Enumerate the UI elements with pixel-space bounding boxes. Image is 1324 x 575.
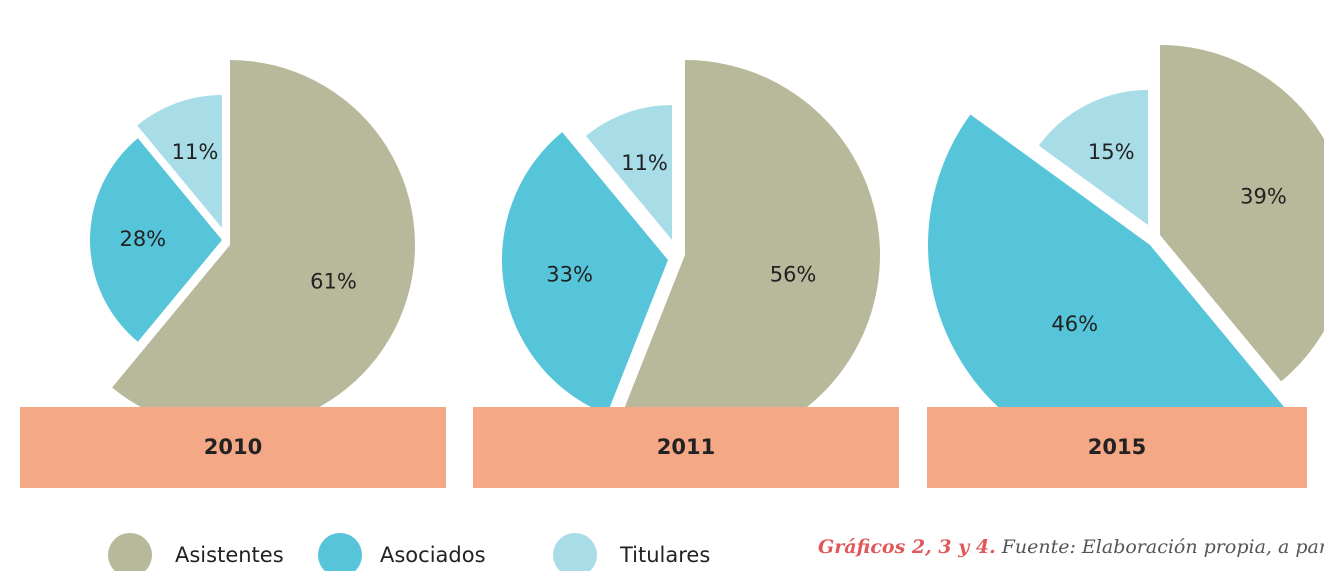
- legend-label: Asociados: [380, 543, 486, 567]
- year-box: [20, 407, 446, 488]
- year-box: [473, 407, 899, 488]
- pie-slice: [585, 105, 672, 240]
- legend-swatch: [108, 533, 152, 575]
- caption-lead: Gráficos 2, 3 y 4.: [818, 536, 996, 558]
- slice-label: 11%: [172, 140, 219, 164]
- pie-slice: [613, 60, 880, 450]
- pie-slice: [112, 60, 415, 430]
- legend-swatch: [318, 533, 362, 575]
- year-label: 2015: [1088, 435, 1146, 459]
- legend: Asistentes Asociados Titulares: [108, 533, 710, 575]
- pie-slice: [137, 95, 222, 228]
- pies: 61% 28% 11% 56% 33% 11% 39% 46% 15%: [90, 45, 1324, 468]
- pie-slice: [1038, 90, 1148, 225]
- pie-slice: [90, 138, 222, 342]
- pie-slice: [927, 114, 1292, 468]
- slice-label: 46%: [1051, 312, 1098, 336]
- legend-label: Titulares: [619, 543, 710, 567]
- pie-slice: [1160, 45, 1324, 382]
- slice-label: 15%: [1088, 140, 1135, 164]
- caption-text: Fuente: Elaboración propia, a partir: [1001, 536, 1324, 558]
- year-box: [927, 407, 1307, 488]
- slice-label: 11%: [621, 151, 668, 175]
- slice-label: 39%: [1240, 185, 1287, 209]
- slice-label: 28%: [119, 227, 166, 251]
- slice-label: 33%: [546, 263, 593, 287]
- slice-label: 61%: [310, 269, 357, 293]
- legend-swatch: [553, 533, 597, 575]
- pie-slice: [501, 132, 668, 415]
- year-boxes: 2010 2011 2015: [20, 407, 1307, 488]
- year-label: 2011: [657, 435, 715, 459]
- year-label: 2010: [204, 435, 262, 459]
- legend-label: Asistentes: [175, 543, 284, 567]
- caption: Gráficos 2, 3 y 4. Fuente: Elaboración pr…: [818, 536, 1324, 558]
- slice-label: 56%: [770, 263, 817, 287]
